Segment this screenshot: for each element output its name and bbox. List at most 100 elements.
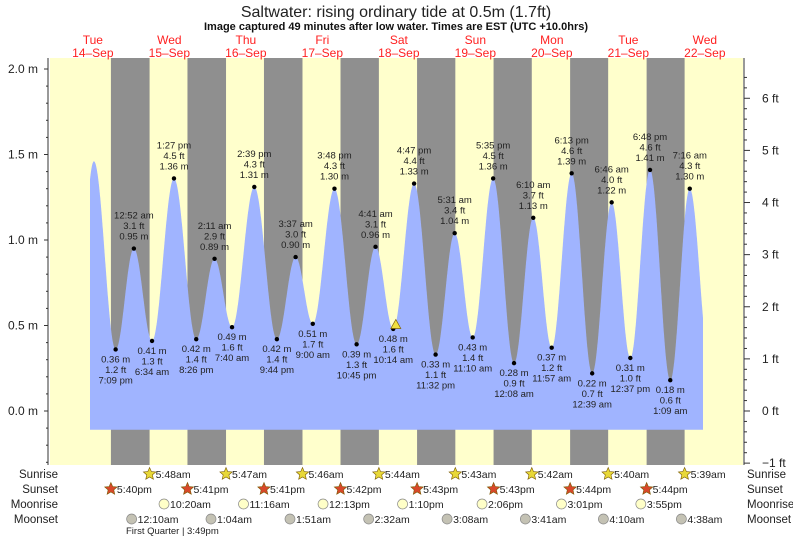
low-tide-label: 10:45 pm: [337, 370, 377, 381]
low-tide-label: 0.39 m: [342, 349, 371, 360]
day-date: 22–Sep: [684, 46, 726, 60]
high-tide-label: 12:52 am: [114, 211, 154, 222]
moonrise-row-label: Moonrise: [11, 499, 58, 511]
right-tick-label: 4 ft: [762, 196, 779, 210]
day-date: 17–Sep: [302, 46, 344, 60]
moonrise-icon: [635, 498, 647, 510]
low-tide-label: 0.37 m: [537, 353, 566, 364]
low-tide-label: 7:09 pm: [98, 375, 132, 386]
moonset-row-label: Moonset: [14, 514, 59, 526]
right-tick-label: 0 ft: [762, 404, 779, 418]
high-tide-label: 5:35 pm: [476, 140, 510, 151]
low-tide-label: 0.22 m: [578, 378, 607, 389]
moonset-icon: [519, 513, 531, 525]
extreme-point: [274, 336, 280, 342]
low-tide-label: 1.6 ft: [221, 343, 242, 354]
chart-subtitle: Image captured 49 minutes after low wate…: [204, 21, 588, 33]
day-of-week: Fri: [315, 33, 329, 47]
low-tide-label: 0.42 m: [182, 344, 211, 355]
sunrise-time: 5:42am: [538, 469, 573, 481]
moonrise-icon: [397, 498, 408, 510]
high-tide-label: 6:13 pm: [555, 135, 589, 146]
extreme-point: [589, 371, 595, 376]
low-tide-label: 1.3 ft: [141, 356, 162, 367]
low-tide-label: 8:26 pm: [179, 365, 213, 376]
moonrise-icon: [317, 498, 329, 510]
extreme-point: [229, 325, 235, 330]
moonrise-time: 11:16am: [250, 499, 290, 511]
high-tide-label: 5:31 am: [438, 195, 472, 206]
moonset-row-label-right: Moonset: [747, 514, 792, 526]
low-tide-label: 9:00 am: [296, 350, 330, 361]
high-tide-label: 2.9 ft: [204, 231, 225, 242]
day-of-week: Tue: [618, 33, 639, 47]
extreme-point: [531, 215, 536, 220]
moonrise-time: 2:06pm: [488, 499, 523, 511]
day-date: 18–Sep: [378, 46, 420, 60]
day-labels: Tue14–SepWed15–SepThu16–SepFri17–SepSat1…: [72, 33, 726, 60]
low-tide-label: 1.2 ft: [105, 365, 126, 376]
moonset-time: 1:51am: [296, 514, 331, 526]
high-tide-label: 4:41 am: [358, 209, 392, 220]
low-tide-label: 10:14 am: [373, 355, 413, 366]
high-tide-label: 1.33 m: [400, 167, 429, 178]
tide-area: [90, 161, 703, 430]
high-tide-label: 3:48 pm: [317, 151, 351, 162]
moonset-icon: [598, 513, 609, 525]
moonset-time: 12:10am: [138, 514, 179, 526]
day-date: 15–Sep: [149, 46, 191, 60]
current-level-marker-icon: [390, 318, 402, 329]
high-tide-label: 1.30 m: [675, 172, 704, 183]
axes: 2.0 m 1.5 m 1.0 m 0.5 m 0.0 m 6 ft 5 ft 4 ft 3 f…: [8, 58, 786, 470]
high-tide-label: 3.4 ft: [444, 206, 465, 217]
high-tide-label: 4.6 ft: [639, 142, 660, 153]
day-date: 21–Sep: [608, 46, 650, 60]
sunset-icon: [563, 481, 578, 495]
day-date: 19–Sep: [455, 46, 497, 60]
moonset-time: 3:08am: [453, 514, 488, 526]
high-tide-label: 7:16 am: [673, 151, 707, 162]
sunrise-row-label: Sunrise: [19, 469, 58, 481]
sunset-icon: [103, 481, 118, 495]
extreme-point: [171, 176, 177, 181]
low-tide-label: 0.49 m: [218, 332, 247, 343]
sunset-row-label-right: Sunset: [747, 484, 784, 496]
right-tick-label: −1 ft: [762, 456, 786, 470]
low-tide-label: 0.51 m: [298, 329, 327, 340]
extreme-point: [628, 355, 633, 361]
low-tide-label: 1.2 ft: [541, 363, 562, 374]
moonset-time: 4:38am: [687, 514, 722, 526]
high-tide-label: 4.3 ft: [679, 161, 700, 172]
high-tide-label: 3.1 ft: [365, 219, 386, 230]
high-tide-label: 1.13 m: [519, 201, 548, 212]
sunrise-time: 5:46am: [308, 469, 343, 481]
sunrise-time: 5:43am: [461, 469, 496, 481]
low-tide-label: 1.0 ft: [620, 373, 641, 384]
sunrise-time: 5:48am: [156, 469, 191, 481]
low-tide-label: 7:40 am: [215, 353, 249, 364]
day-of-week: Wed: [693, 33, 717, 47]
extreme-point: [687, 186, 692, 191]
low-tide-label: 11:10 am: [453, 363, 492, 374]
moonrise-icon: [238, 498, 249, 510]
low-tide-label: 11:32 pm: [416, 381, 455, 392]
high-tide-label: 0.90 m: [281, 240, 310, 251]
moonrise-time: 10:20am: [170, 499, 211, 511]
extreme-point: [470, 335, 475, 340]
moonset-icon: [126, 513, 137, 525]
high-tide-label: 6:48 pm: [633, 132, 667, 143]
high-tide-label: 3.1 ft: [123, 221, 144, 232]
sunrise-icon: [601, 466, 616, 480]
low-tide-label: 12:39 am: [572, 399, 612, 410]
day-of-week: Sun: [465, 33, 486, 47]
sunset-time: 5:41pm: [193, 484, 228, 496]
high-tide-label: 4:47 pm: [397, 146, 431, 157]
extreme-point: [411, 181, 417, 186]
moonrise-time: 3:55pm: [647, 499, 682, 511]
high-tide-label: 4.3 ft: [244, 159, 265, 170]
low-tide-label: 0.7 ft: [582, 389, 603, 400]
high-tide-label: 4.0 ft: [601, 175, 622, 186]
moonset-icon: [676, 513, 687, 525]
